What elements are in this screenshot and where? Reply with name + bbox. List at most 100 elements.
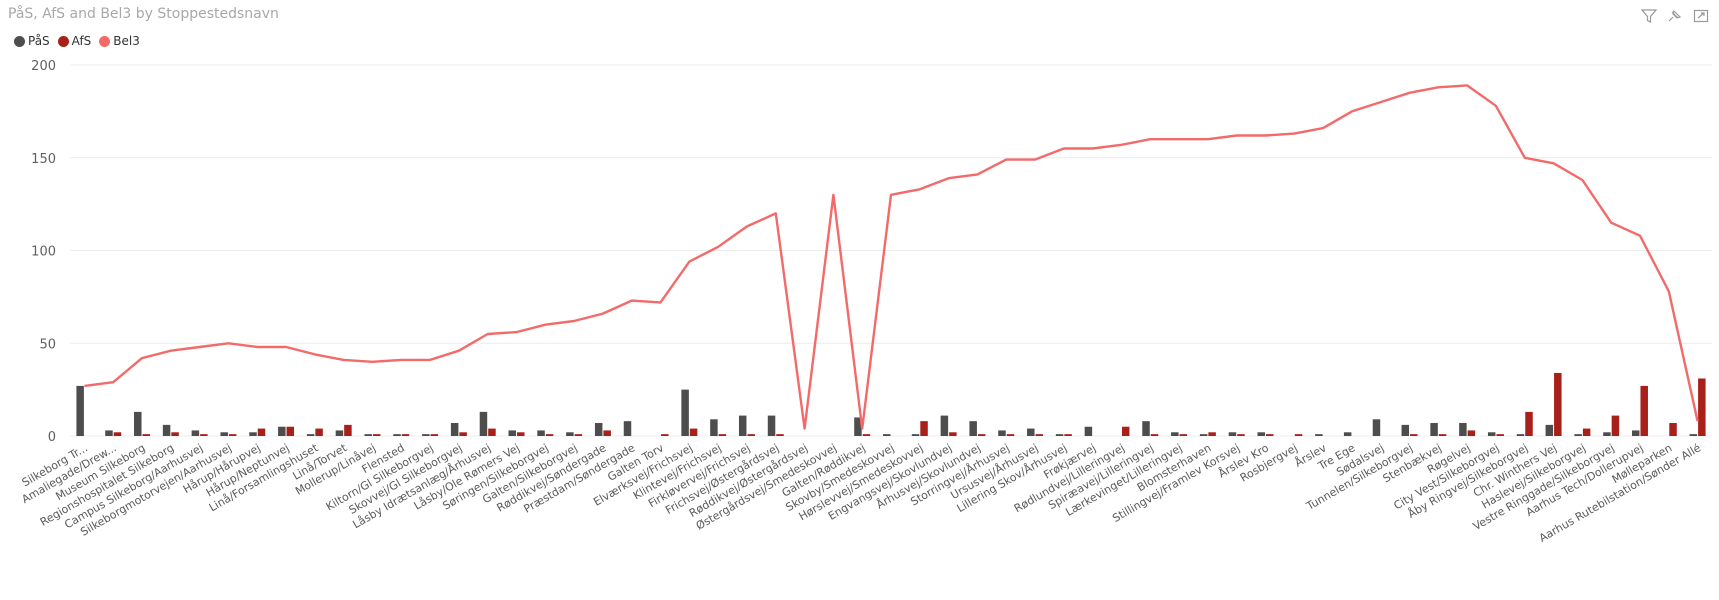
bar-afs — [113, 432, 122, 436]
legend-item-bel3[interactable]: Bel3 — [99, 34, 140, 48]
bar-pas — [681, 389, 689, 436]
bar-afs — [1467, 430, 1476, 436]
bar-pas — [998, 430, 1006, 436]
bar-pas — [479, 411, 488, 436]
legend-item-pas[interactable]: PåS — [14, 34, 50, 48]
bar-pas — [1430, 423, 1438, 436]
bar-pas — [134, 411, 142, 436]
bar-pas — [1545, 424, 1554, 436]
bar-afs — [1121, 426, 1130, 436]
line-bel3 — [84, 84, 1699, 430]
bar-pas — [1631, 430, 1640, 436]
bar-afs — [574, 434, 583, 436]
bar-afs — [776, 434, 784, 436]
bar-pas — [162, 424, 171, 436]
chart-title: PåS, AfS and Bel3 by Stoppestedsnavn — [8, 6, 279, 22]
bar-pas — [1372, 419, 1381, 436]
filter-icon[interactable] — [1640, 8, 1658, 23]
chart-legend: PåS AfS Bel3 — [14, 34, 144, 48]
bar-pas — [1027, 428, 1035, 436]
bar-pas — [854, 417, 862, 436]
bar-pas — [1459, 423, 1467, 436]
bar-afs — [1640, 385, 1648, 436]
legend-marker — [57, 35, 69, 47]
bar-afs — [1669, 423, 1677, 436]
bar-pas — [911, 434, 920, 436]
bar-afs — [488, 428, 496, 436]
bar-pas — [969, 421, 977, 436]
bar-afs — [545, 434, 554, 436]
expand-icon[interactable] — [1693, 8, 1709, 23]
y-tick-label: 200 — [31, 59, 56, 74]
bar-pas — [393, 434, 401, 436]
bar-afs — [718, 434, 727, 436]
bar-afs — [142, 434, 151, 436]
bar-afs — [1554, 372, 1562, 436]
y-tick-label: 0 — [48, 430, 56, 445]
bar-afs — [862, 434, 871, 436]
bar-afs — [1150, 434, 1159, 436]
legend-item-afs[interactable]: AfS — [57, 34, 91, 48]
bar-pas — [1574, 434, 1582, 436]
bar-afs — [459, 432, 467, 436]
bar-pas — [1603, 432, 1611, 436]
bar-pas — [1516, 434, 1525, 436]
bar-afs — [1496, 434, 1504, 436]
bar-afs — [257, 428, 266, 436]
bar-afs — [1582, 428, 1591, 436]
y-tick-label: 50 — [39, 337, 56, 352]
bar-pas — [1689, 434, 1698, 436]
bar-pas — [364, 434, 372, 436]
bar-pas — [1228, 432, 1237, 436]
bar-afs — [977, 434, 986, 436]
bar-pas — [422, 434, 430, 436]
bar-pas — [105, 430, 113, 436]
bar-afs — [344, 424, 352, 436]
legend-label: PåS — [28, 34, 50, 48]
bar-pas — [1257, 432, 1265, 436]
bar-afs — [200, 434, 208, 436]
bar-pas — [1084, 426, 1093, 436]
y-tick-label: 100 — [31, 245, 56, 260]
bar-pas — [76, 385, 84, 436]
bar-afs — [1237, 434, 1245, 436]
bar-pas — [249, 432, 257, 436]
pin-icon[interactable] — [1667, 8, 1683, 22]
bar-pas — [623, 421, 632, 436]
legend-marker — [99, 35, 111, 47]
bar-pas — [1315, 434, 1323, 436]
bar-afs — [1438, 434, 1447, 436]
bar-pas — [1142, 421, 1150, 436]
bar-afs — [1006, 434, 1015, 436]
bar-pas — [1343, 432, 1352, 436]
bar-afs — [949, 432, 957, 436]
bar-afs — [1294, 434, 1303, 436]
bar-pas — [738, 415, 747, 436]
bar-afs — [315, 428, 323, 436]
bar-afs — [1525, 411, 1533, 436]
bar-afs — [517, 432, 525, 436]
bar-afs — [1179, 434, 1188, 436]
bar-pas — [191, 430, 200, 436]
bar-afs — [920, 421, 928, 436]
bar-pas — [1487, 432, 1496, 436]
bar-pas — [278, 426, 286, 436]
bar-afs — [1611, 415, 1620, 436]
y-tick-label: 150 — [31, 152, 56, 167]
bar-afs — [171, 432, 179, 436]
bar-afs — [603, 430, 611, 436]
bar-pas — [594, 423, 603, 436]
bar-afs — [1698, 378, 1706, 436]
bar-afs — [401, 434, 410, 436]
bar-afs — [1064, 434, 1072, 436]
bar-afs — [430, 434, 439, 436]
bar-pas — [767, 415, 776, 436]
bar-pas — [566, 432, 574, 436]
legend-label: Bel3 — [113, 34, 140, 48]
bar-pas — [1401, 424, 1410, 436]
bar-afs — [228, 434, 237, 436]
bar-afs — [747, 434, 755, 436]
bar-pas — [883, 434, 891, 436]
bar-pas — [1171, 432, 1179, 436]
